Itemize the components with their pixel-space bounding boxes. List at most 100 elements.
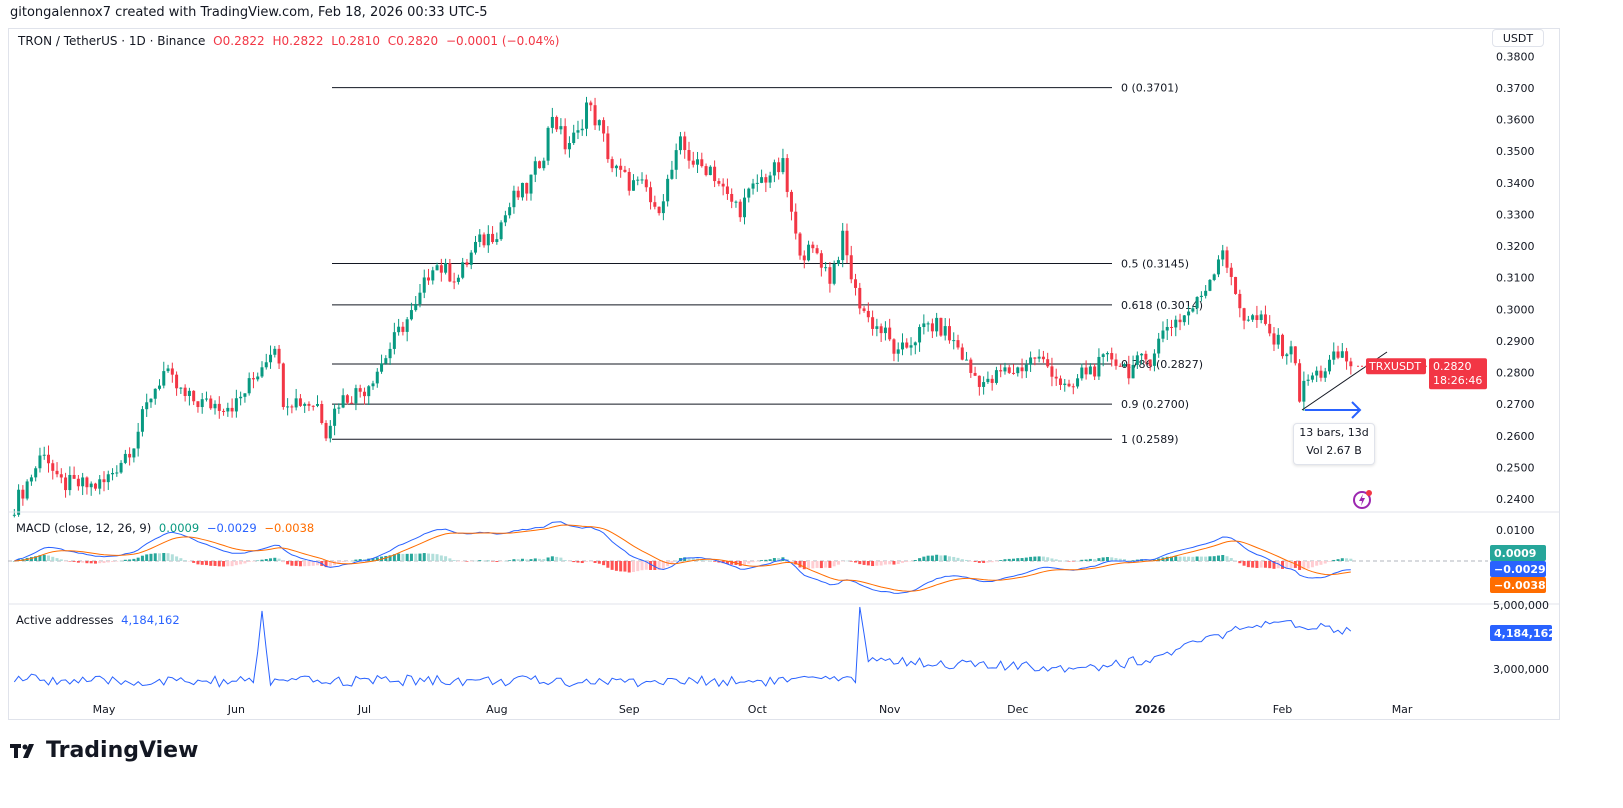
macd-histogram-bar (409, 553, 413, 561)
macd-histogram-bar (1093, 559, 1097, 561)
macd-histogram-bar (1007, 558, 1011, 561)
macd-histogram-bar (644, 561, 648, 570)
price-pane: 0 (0.3701)0.5 (0.3145)0.618 (0.3014)0.78… (12, 82, 1388, 518)
macd-histogram-bar (362, 559, 366, 561)
macd-pane (8, 521, 1488, 594)
fib-level-label: 0.618 (0.3014) (1121, 299, 1203, 312)
candle-body (183, 387, 187, 396)
macd-histogram-bar (1024, 557, 1028, 561)
candle-body (388, 348, 392, 359)
candle-body (179, 387, 183, 389)
macd-histogram-bar (286, 561, 290, 565)
candle-body (281, 363, 285, 407)
macd-histogram-bar (1234, 560, 1238, 562)
macd-histogram-bar (200, 561, 204, 565)
macd-histogram-bar (89, 561, 93, 564)
candle-body (149, 398, 153, 403)
macd-histogram-bar (999, 560, 1003, 561)
candle-body (298, 398, 302, 406)
time-tick: Feb (1273, 703, 1292, 716)
macd-histogram-bar (187, 561, 191, 562)
candle-body (277, 348, 281, 364)
candle-body (1118, 365, 1122, 367)
macd-histogram-bar (1012, 558, 1016, 561)
macd-histogram-bar (491, 561, 495, 562)
price-tick: 0.3400 (1496, 177, 1535, 190)
macd-histogram-bar (217, 561, 221, 567)
macd-histogram-bar (768, 559, 772, 561)
price-tick: 0.2800 (1496, 367, 1535, 380)
macd-histogram-bar (832, 561, 836, 567)
currency-button[interactable]: USDT (1492, 29, 1544, 47)
tradingview-logo[interactable]: TradingView (10, 738, 198, 763)
macd-histogram-bar (1340, 558, 1344, 561)
candle-body (397, 326, 401, 333)
macd-histogram-bar (525, 559, 529, 561)
candle-body (909, 345, 913, 348)
candle-body (952, 340, 956, 342)
macd-histogram-bar (836, 561, 840, 565)
macd-histogram-bar (371, 558, 375, 561)
candle-body (251, 378, 255, 380)
macd-histogram-bar (405, 553, 409, 561)
macd-histogram-bar (1332, 559, 1336, 561)
macd-histogram-bar (226, 561, 230, 567)
macd-histogram-bar (72, 561, 76, 562)
macd-histogram-bar (1259, 561, 1263, 568)
macd-histogram-bar (175, 556, 179, 561)
candle-body (392, 332, 396, 349)
macd-histogram-bar (81, 561, 85, 563)
candle-body (1306, 379, 1310, 381)
candle-body (854, 279, 858, 288)
candle-body (482, 234, 486, 246)
candle-body (687, 150, 691, 161)
candle-body (943, 326, 947, 336)
time-tick: Aug (486, 703, 507, 716)
candle-body (1242, 308, 1246, 321)
macd-histogram-bar (1110, 557, 1114, 561)
macd-histogram-bar (392, 554, 396, 561)
macd-histogram-bar (529, 559, 533, 561)
macd-histogram-bar (264, 559, 268, 561)
macd-legend: MACD (close, 12, 26, 9) 0.0009 −0.0029 −… (16, 521, 314, 535)
candle-body (670, 169, 674, 179)
candle-body (708, 166, 712, 176)
fib-level-label: 1 (0.2589) (1121, 433, 1179, 446)
candle-body (935, 317, 939, 332)
macd-histogram-bar (661, 561, 665, 569)
macd-histogram-bar (1336, 559, 1340, 561)
time-tick: Sep (619, 703, 640, 716)
candle-body (589, 102, 593, 106)
candle-body (1281, 334, 1285, 357)
candle-body (994, 370, 998, 383)
candle-body (491, 233, 495, 243)
macd-histogram-bar (51, 556, 55, 561)
macd-histogram-bar (1289, 561, 1293, 568)
candle-body (17, 489, 21, 515)
candle-body (900, 342, 904, 350)
macd-histogram-bar (179, 558, 183, 561)
candle-body (1298, 363, 1302, 402)
candle-body (1033, 357, 1037, 359)
candle-body (1234, 276, 1238, 294)
candle-body (1088, 366, 1092, 375)
candle-body (294, 398, 298, 408)
candle-body (1251, 315, 1255, 320)
macd-histogram-bar (431, 553, 435, 561)
macd-histogram-bar (1084, 559, 1088, 561)
macd-histogram-bar (1174, 556, 1178, 561)
candle-body (204, 398, 208, 400)
candle-body (1268, 323, 1272, 334)
candle-body (1037, 356, 1041, 359)
candle-body (1110, 353, 1114, 360)
lightning-icon[interactable] (1352, 488, 1374, 510)
macd-histogram-bar (1327, 561, 1331, 562)
candle-body (1152, 353, 1156, 366)
macd-histogram-bar (145, 554, 149, 561)
macd-histogram-bar (328, 561, 332, 567)
active-addresses-value: 4,184,162 (121, 613, 180, 627)
candle-body (1003, 367, 1007, 372)
price-tick: 0.3500 (1496, 145, 1535, 158)
candle-body (743, 197, 746, 218)
